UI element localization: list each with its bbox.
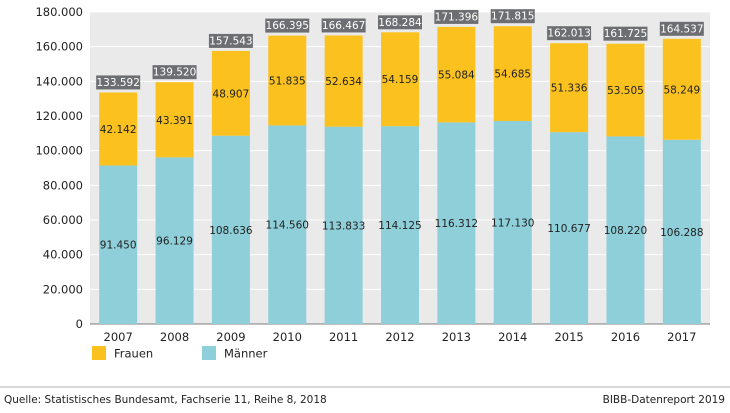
y-tick-label: 0 [76,317,83,331]
bar-frauen-2015 [550,43,589,133]
bar-maenner-2011 [324,126,363,324]
data-label-frauen-2007: 42.142 [100,124,137,136]
data-label-frauen-2008: 43.391 [156,115,193,127]
total-label-2014: 171.815 [491,11,534,23]
total-box-2016 [603,26,648,41]
total-box-2011 [321,18,366,33]
y-tick-label: 80.000 [43,178,83,192]
bars: 91.450 42.142 133.592 96.129 43.391 139.520 10… [96,9,704,324]
x-tick-label-2010: 2010 [273,330,302,344]
total-label-2007: 133.592 [96,77,139,89]
y-tick-label: 180.000 [35,5,83,19]
bar-maenner-2016 [606,136,645,324]
total-label-2010: 166.395 [266,20,309,32]
total-box-2015 [547,26,592,41]
total-box-2012 [378,15,422,30]
total-box-2013 [434,9,479,24]
x-tick-label-2007: 2007 [104,330,133,344]
legend-label-maenner: Männer [224,347,268,361]
bar-frauen-2011 [324,35,363,127]
x-tick-label-2014: 2014 [498,330,527,344]
x-tick-label-2008: 2008 [160,330,189,344]
x-axis-tick-labels: 2007 2008 2009 2010 2011 2012 2013 2014 2015 2016… [104,330,697,344]
bar-frauen-2012 [381,32,419,127]
x-tick-label-2015: 2015 [554,330,583,344]
data-label-maenner-2017: 106.288 [660,227,703,239]
data-label-frauen-2016: 53.505 [607,85,644,97]
x-tick-label-2009: 2009 [216,330,245,344]
bar-maenner-2010 [268,125,307,324]
bar-maenner-2008 [155,157,194,324]
x-tick-label-2017: 2017 [667,330,696,344]
data-label-frauen-2015: 51.336 [551,83,588,95]
y-tick-label: 40.000 [43,248,83,262]
total-box-2017 [659,21,704,36]
bar-frauen-2008 [155,82,194,158]
data-label-maenner-2016: 108.220 [604,225,647,237]
source-note: Quelle: Statistisches Bundesamt, Fachser… [4,394,327,406]
y-tick-label: 60.000 [43,213,83,227]
y-tick-label: 140.000 [35,74,83,88]
x-tick-label-2016: 2016 [611,330,640,344]
total-label-2016: 161.725 [604,28,647,40]
y-tick-label: 160.000 [35,40,83,54]
data-label-maenner-2015: 110.677 [547,223,590,235]
total-box-2008 [152,65,197,80]
legend-label-frauen: Frauen [114,347,153,361]
data-label-maenner-2012: 114.125 [378,220,421,232]
bar-frauen-2007 [99,92,138,166]
y-tick-label: 20.000 [43,282,83,296]
data-label-maenner-2014: 117.130 [491,217,534,229]
data-label-maenner-2008: 96.129 [156,236,193,248]
bar-maenner-2012 [381,126,419,324]
data-label-maenner-2007: 91.450 [100,240,137,252]
total-box-2010 [265,18,310,33]
bar-maenner-2007 [99,165,138,324]
bar-maenner-2009 [211,135,250,324]
legend-swatch-frauen [92,346,106,360]
bar-maenner-2014 [493,120,532,324]
data-label-frauen-2013: 55.084 [438,70,475,82]
bar-frauen-2017 [662,38,701,140]
total-box-2009 [208,33,253,48]
x-tick-label-2012: 2012 [385,330,414,344]
total-box-2014 [490,9,535,24]
bar-frauen-2013 [437,26,476,123]
total-label-2009: 157.543 [209,35,252,47]
y-tick-label: 120.000 [35,109,83,123]
total-box-2007 [96,75,141,90]
report-credit: BIBB-Datenreport 2019 [603,394,725,406]
data-label-frauen-2012: 54.159 [382,74,419,86]
y-tick-label: 100.000 [35,144,83,158]
bar-frauen-2014 [493,26,532,121]
bar-maenner-2015 [550,132,589,324]
data-label-maenner-2011: 113.833 [322,220,365,232]
bar-frauen-2009 [211,50,250,136]
bar-frauen-2016 [606,43,645,137]
data-label-frauen-2011: 52.634 [325,76,362,88]
data-label-frauen-2009: 48.907 [213,88,250,100]
bar-maenner-2013 [437,122,476,324]
total-label-2017: 164.537 [660,23,703,35]
data-label-frauen-2017: 58.249 [663,84,700,96]
total-label-2008: 139.520 [153,67,196,79]
bar-maenner-2017 [662,139,701,324]
total-label-2011: 166.467 [322,20,365,32]
bar-frauen-2010 [268,35,307,126]
data-label-frauen-2014: 54.685 [494,69,531,81]
y-axis-tick-labels: 0 20.000 40.000 60.000 80.000 100.000 120.000 1… [35,5,83,331]
total-label-2013: 171.396 [435,11,479,23]
data-label-frauen-2010: 51.835 [269,76,306,88]
data-label-maenner-2009: 108.636 [209,225,253,237]
data-label-maenner-2013: 116.312 [435,218,478,230]
legend: Frauen Männer [92,346,268,361]
total-label-2012: 168.284 [378,17,422,29]
total-label-2015: 162.013 [547,28,590,40]
legend-swatch-maenner [202,346,216,360]
data-label-maenner-2010: 114.560 [266,220,309,232]
x-tick-label-2013: 2013 [442,330,471,344]
x-tick-label-2011: 2011 [329,330,358,344]
